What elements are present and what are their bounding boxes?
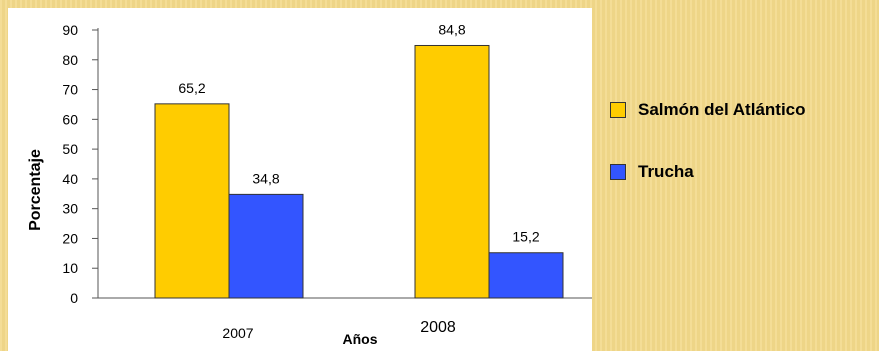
bar-2008-trucha <box>488 252 564 299</box>
y-tick-label: 90 <box>62 22 78 38</box>
y-tick-label: 50 <box>62 141 78 157</box>
legend-swatch-trucha <box>610 164 626 180</box>
y-ticks: 0 10 20 30 40 50 60 70 80 90 <box>62 22 98 306</box>
bar-2007-salmon <box>154 103 230 299</box>
data-label: 65,2 <box>178 80 205 96</box>
data-labels: 65,2 34,8 84,8 15,2 <box>178 21 539 244</box>
y-tick-label: 40 <box>62 171 78 187</box>
x-ticks: 2007 2008 <box>222 319 455 341</box>
x-tick-label: 2008 <box>420 319 456 336</box>
y-tick-label: 80 <box>62 52 78 68</box>
chart-panel: 0 10 20 30 40 50 60 70 80 90 65,2 34,8 84,8 15,2 200… <box>8 8 592 351</box>
bar-2008-salmon <box>414 44 490 299</box>
legend-item-salmon: Salmón del Atlántico <box>610 98 878 122</box>
x-axis-label: Años <box>343 331 378 347</box>
y-tick-label: 0 <box>70 290 78 306</box>
legend-item-trucha: Trucha <box>610 160 878 184</box>
legend-label-salmon: Salmón del Atlántico <box>638 100 806 119</box>
data-label: 84,8 <box>438 21 465 37</box>
x-tick-label: 2007 <box>222 325 253 341</box>
legend-swatch-salmon <box>610 102 626 118</box>
y-tick-label: 30 <box>62 201 78 217</box>
data-label: 15,2 <box>512 229 539 245</box>
bars <box>154 44 564 299</box>
y-tick-label: 10 <box>62 260 78 276</box>
y-axis-label: Porcentaje <box>27 149 44 231</box>
legend-label-trucha: Trucha <box>638 162 694 181</box>
legend: Salmón del Atlántico Trucha <box>610 98 878 222</box>
bar-chart: 0 10 20 30 40 50 60 70 80 90 65,2 34,8 84,8 15,2 200… <box>27 21 592 347</box>
data-label: 34,8 <box>252 170 279 186</box>
y-tick-label: 20 <box>62 230 78 246</box>
y-tick-label: 70 <box>62 82 78 98</box>
bar-2007-trucha <box>228 193 304 299</box>
y-tick-label: 60 <box>62 111 78 127</box>
